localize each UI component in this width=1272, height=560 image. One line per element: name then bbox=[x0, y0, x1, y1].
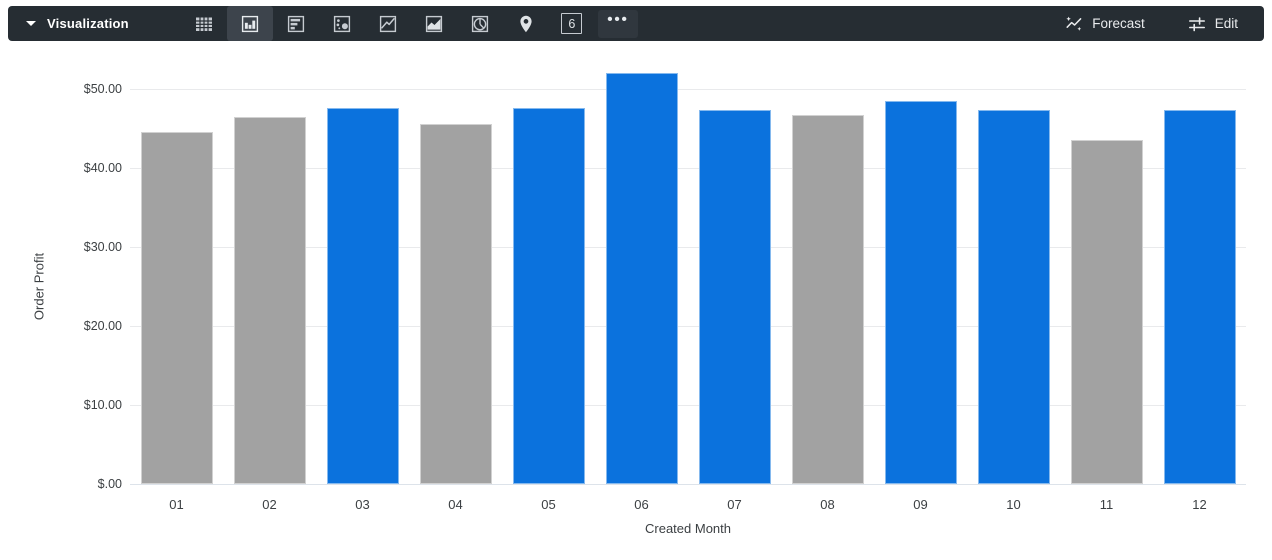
y-gridline bbox=[130, 168, 1246, 169]
toolbar-actions: Forecast Edit bbox=[1064, 14, 1264, 34]
x-axis-title: Created Month bbox=[645, 521, 731, 536]
map-pin-icon bbox=[520, 15, 532, 32]
bar-month-01[interactable] bbox=[140, 132, 213, 484]
bar-month-04[interactable] bbox=[419, 123, 492, 484]
viz-type-table-button[interactable] bbox=[181, 6, 227, 41]
table-icon bbox=[195, 17, 212, 31]
y-gridline bbox=[130, 89, 1246, 90]
chart-type-switcher: 6 ••• bbox=[181, 6, 641, 41]
visualization-section-toggle[interactable]: Visualization bbox=[26, 16, 129, 31]
chevron-down-icon bbox=[26, 21, 36, 26]
area-chart-icon bbox=[425, 15, 442, 32]
viz-type-area-button[interactable] bbox=[411, 6, 457, 41]
bar-month-03[interactable] bbox=[326, 107, 399, 484]
single-value-icon: 6 bbox=[561, 13, 583, 34]
y-tick-label: $10.00 bbox=[83, 398, 122, 412]
y-gridline bbox=[130, 247, 1246, 248]
bar-month-08[interactable] bbox=[791, 115, 864, 484]
edit-button[interactable]: Edit bbox=[1187, 14, 1238, 34]
x-tick-label: 03 bbox=[355, 497, 370, 512]
x-tick-label: 02 bbox=[262, 497, 277, 512]
viz-type-column-button[interactable] bbox=[226, 6, 273, 41]
x-tick-label: 01 bbox=[169, 497, 184, 512]
y-tick-label: $20.00 bbox=[83, 319, 122, 333]
x-tick-label: 05 bbox=[541, 497, 556, 512]
order-profit-bar-chart: Order Profit Created Month $.00 $10.00 $20… bbox=[0, 41, 1272, 560]
viz-type-more-button[interactable]: ••• bbox=[595, 6, 641, 41]
x-axis-line bbox=[130, 484, 1246, 485]
bar-month-02[interactable] bbox=[233, 117, 306, 484]
viz-type-line-button[interactable] bbox=[365, 6, 411, 41]
y-tick-label: $40.00 bbox=[83, 161, 122, 175]
y-axis-title: Order Profit bbox=[31, 252, 47, 321]
x-tick-label: 09 bbox=[913, 497, 928, 512]
forecast-label: Forecast bbox=[1092, 16, 1145, 31]
x-tick-label: 08 bbox=[820, 497, 835, 512]
pie-chart-icon bbox=[471, 15, 488, 32]
bar-month-11[interactable] bbox=[1070, 139, 1143, 484]
bar-chart-icon bbox=[287, 15, 304, 32]
x-tick-label: 10 bbox=[1006, 497, 1021, 512]
x-tick-label: 11 bbox=[1099, 497, 1114, 512]
viz-type-bar-button[interactable] bbox=[273, 6, 319, 41]
y-tick-label: $.00 bbox=[97, 477, 122, 491]
single-value-glyph: 6 bbox=[568, 16, 576, 31]
edit-label: Edit bbox=[1214, 16, 1238, 31]
forecast-sparkle-icon bbox=[1066, 16, 1082, 31]
y-gridline bbox=[130, 326, 1246, 327]
bar-month-09[interactable] bbox=[884, 100, 957, 484]
bar-month-12[interactable] bbox=[1163, 110, 1236, 484]
x-tick-label: 07 bbox=[727, 497, 742, 512]
y-tick-label: $50.00 bbox=[83, 82, 122, 96]
viz-type-map-button[interactable] bbox=[503, 6, 549, 41]
x-tick-label: 06 bbox=[634, 497, 649, 512]
line-chart-icon bbox=[379, 15, 396, 32]
bar-month-05[interactable] bbox=[512, 107, 585, 484]
forecast-button[interactable]: Forecast bbox=[1064, 14, 1145, 34]
bar-month-07[interactable] bbox=[698, 110, 771, 484]
viz-type-pie-button[interactable] bbox=[457, 6, 503, 41]
column-chart-icon bbox=[241, 15, 258, 32]
y-tick-label: $30.00 bbox=[83, 240, 122, 254]
scatter-chart-icon bbox=[333, 15, 350, 32]
bar-month-06[interactable] bbox=[605, 73, 678, 484]
y-gridline bbox=[130, 405, 1246, 406]
visualization-toolbar: Visualization bbox=[8, 6, 1264, 41]
x-tick-label: 12 bbox=[1192, 497, 1207, 512]
toolbar-title: Visualization bbox=[47, 16, 129, 31]
viz-type-scatter-button[interactable] bbox=[319, 6, 365, 41]
viz-type-single-value-button[interactable]: 6 bbox=[549, 6, 595, 41]
tune-sliders-icon bbox=[1188, 16, 1205, 31]
more-options-icon: ••• bbox=[597, 9, 638, 38]
x-tick-label: 04 bbox=[448, 497, 463, 512]
bar-month-10[interactable] bbox=[977, 110, 1050, 484]
